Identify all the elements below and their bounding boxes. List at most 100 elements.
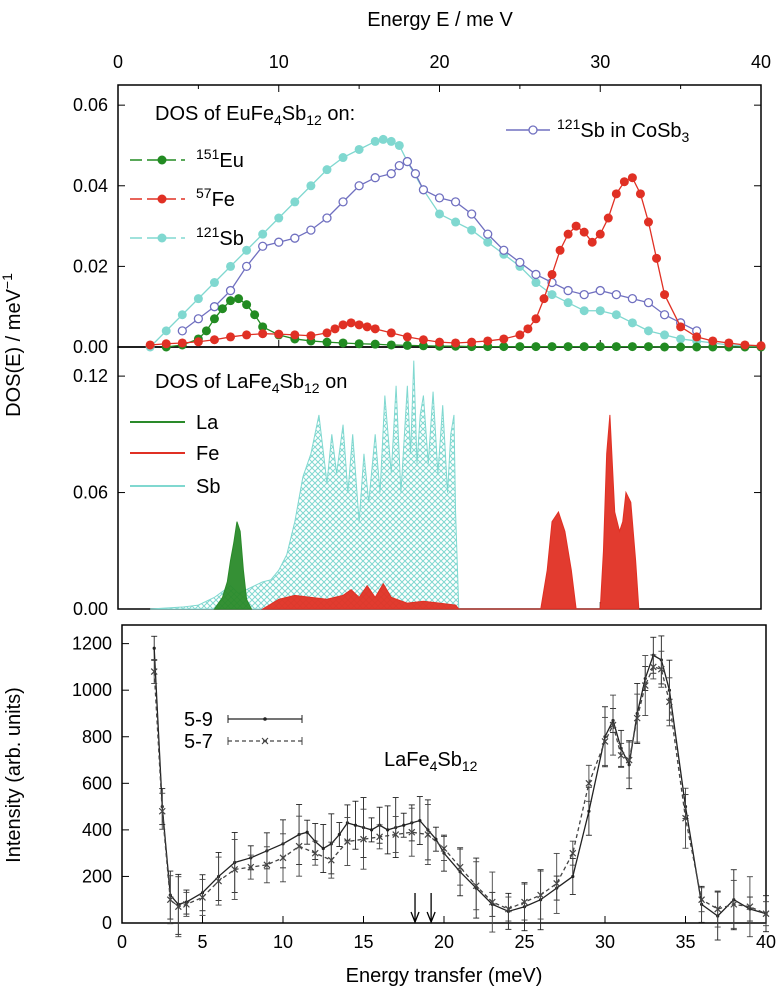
top-point [740,340,750,350]
bot-point [730,900,738,908]
top-series-line-0 [166,297,761,348]
mid-legend-label: Sb [196,476,220,498]
top-point [660,330,670,340]
top-point [306,181,316,191]
bot-point [305,830,309,834]
top-point [226,296,236,306]
top-point [451,217,461,227]
bot-point [553,879,561,887]
top-point [290,233,300,243]
top-point [603,213,613,223]
bot-point [641,682,649,689]
bot-point [714,905,722,913]
top-point [611,342,621,352]
top-point [483,237,493,247]
bot-xtick-label: 40 [756,932,776,952]
top-point [579,289,589,300]
top-point [587,237,597,247]
top-point [611,189,621,199]
bot-ytick-label: 600 [82,773,112,793]
top-xtick-label: 0 [113,52,123,72]
mid-ytick-label: 0.00 [73,599,108,619]
bot-xtick-label: 35 [675,932,695,952]
top-ytick-label: 0.04 [73,176,108,196]
top-point [322,213,332,223]
top-point [402,340,412,350]
top-point [660,290,670,300]
top-point [258,322,268,332]
bot-point [215,877,223,885]
top-point [611,289,621,300]
top-point [595,342,605,352]
bot-point [295,842,303,850]
top-point [627,293,638,304]
top-point [161,339,171,349]
bot-point [609,721,617,729]
bot-point [386,828,390,832]
top-point [595,285,605,296]
bot-point [150,668,158,675]
top-point [217,304,227,314]
bot-point [369,828,374,832]
top-point [531,278,541,288]
top-point [418,185,429,195]
bot-point [343,838,351,845]
top-point [338,197,348,207]
top-point [338,153,348,163]
top-point [225,285,236,296]
top-point [354,181,364,191]
top-point [627,342,637,352]
bot-point [424,831,432,838]
top-point [515,257,525,268]
top-xtick-label: 40 [751,52,771,72]
top-point [450,197,461,207]
top-point [370,136,380,146]
top-point [434,193,445,203]
top-point [676,342,686,352]
bottom-ylabel: Intensity (arb. units) [3,687,25,863]
top-point [394,160,404,171]
top-point [386,169,396,179]
top-point [531,314,541,324]
top-point [394,140,404,150]
top-point [209,335,219,345]
bot-ytick-label: 400 [82,820,112,840]
bot-point [633,714,641,722]
bot-point [311,849,319,857]
bot-point [199,893,206,901]
top-point [201,326,211,336]
bot-point [408,828,416,836]
bot-point [504,905,512,913]
bot-xtick-label: 25 [514,932,534,952]
bot-point [321,846,325,851]
top-point [402,156,413,167]
bot-point [488,898,496,906]
top-point [354,144,364,154]
bot-legend-marker [263,717,267,721]
mid-area-Sb [150,360,460,610]
bot-legend-label: 5-7 [184,731,213,753]
top-point [467,225,477,235]
top-point [258,241,268,251]
top-point [531,342,541,352]
top-point [362,322,372,332]
bot-point [601,737,609,745]
top-point [499,342,509,352]
bot-point [762,910,770,918]
bot-point [158,807,166,815]
bot-xtick-label: 10 [273,932,293,952]
top-xtick-label: 30 [590,52,610,72]
bot-series-line-0 [153,648,767,917]
top-point [386,340,396,350]
bot-point [682,814,689,822]
top-point [330,324,340,334]
top-point [193,314,204,324]
top-point [306,225,316,235]
bot-point [376,833,384,841]
bot-point [657,665,665,673]
top-point [643,217,653,227]
top-point [410,169,421,179]
top-point [692,342,702,352]
top-point [563,342,573,352]
top-point [378,134,388,144]
